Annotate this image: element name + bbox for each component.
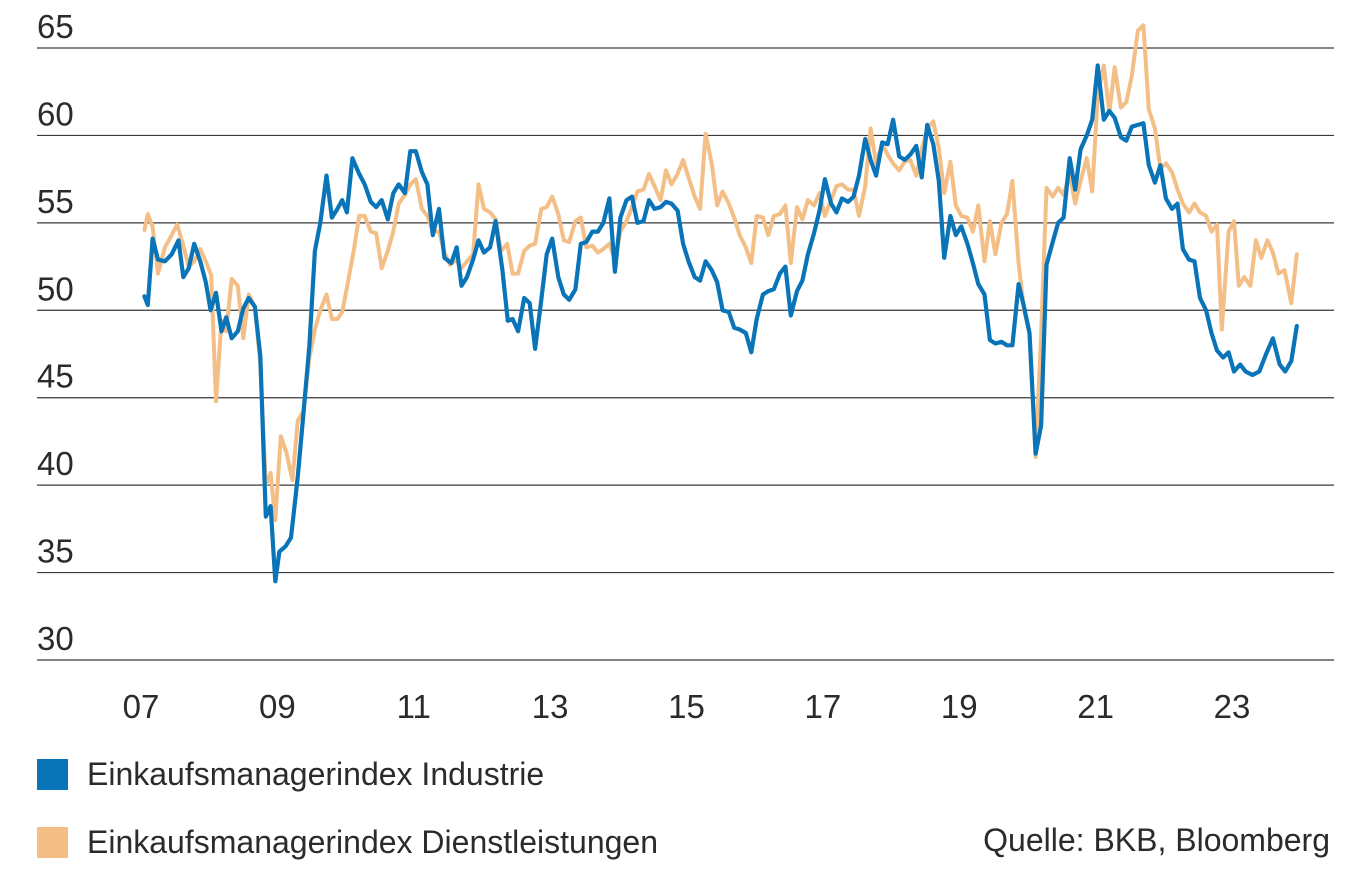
y-tick-label: 45 <box>37 358 74 395</box>
legend-label-industrie: Einkaufsmanagerindex Industrie <box>87 756 545 792</box>
source-note: Quelle: BKB, Bloomberg <box>983 822 1330 858</box>
y-tick-label: 35 <box>37 533 74 570</box>
y-tick-label: 50 <box>37 270 74 307</box>
series-line-dienstleistungen <box>142 23 1299 523</box>
x-tick-label: 09 <box>259 688 296 725</box>
x-tick-label: 19 <box>941 688 978 725</box>
y-tick-label: 65 <box>37 8 74 45</box>
y-tick-label: 55 <box>37 183 74 220</box>
x-tick-label: 11 <box>397 688 431 725</box>
legend-label-dienstleistungen: Einkaufsmanagerindex Dienstleistungen <box>87 824 659 860</box>
legend-item-industrie: Einkaufsmanagerindex Industrie <box>37 756 544 793</box>
x-axis-ticks: 07 09 11 13 15 17 19 21 23 <box>123 688 1251 725</box>
y-tick-label: 30 <box>37 620 74 657</box>
legend-swatch-industrie <box>37 759 68 790</box>
series-line-industrie <box>142 63 1299 584</box>
x-tick-label: 21 <box>1077 688 1114 725</box>
line-chart: 30 35 40 45 50 55 60 65 07 09 11 13 15 17 19 21 23 <box>37 8 1334 725</box>
x-tick-label: 23 <box>1214 688 1251 725</box>
y-tick-label: 40 <box>37 445 74 482</box>
legend-swatch-dienstleistungen <box>37 827 68 858</box>
y-axis-ticks: 30 35 40 45 50 55 60 65 <box>37 8 74 657</box>
series-lines <box>142 23 1299 584</box>
x-tick-label: 07 <box>123 688 160 725</box>
x-tick-label: 13 <box>532 688 569 725</box>
x-tick-label: 15 <box>668 688 705 725</box>
legend-item-dienstleistungen: Einkaufsmanagerindex Dienstleistungen <box>37 824 658 861</box>
x-tick-label: 17 <box>805 688 842 725</box>
gridlines <box>37 47 1334 661</box>
y-tick-label: 60 <box>37 95 74 132</box>
